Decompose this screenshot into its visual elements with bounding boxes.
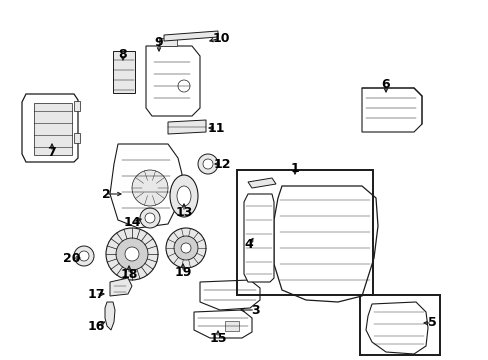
Circle shape [106, 228, 158, 280]
Text: 13: 13 [175, 206, 192, 219]
Polygon shape [247, 178, 275, 188]
Text: 8: 8 [119, 48, 127, 60]
Text: 3: 3 [250, 303, 259, 316]
Text: 15: 15 [209, 332, 226, 345]
Polygon shape [200, 280, 260, 310]
Circle shape [181, 243, 191, 253]
Polygon shape [110, 144, 182, 228]
Text: 16: 16 [87, 320, 104, 333]
Circle shape [132, 170, 168, 206]
Text: 1: 1 [290, 162, 299, 175]
Text: 7: 7 [47, 145, 56, 158]
Circle shape [165, 228, 205, 268]
Text: 10: 10 [212, 31, 229, 45]
Circle shape [198, 154, 218, 174]
Bar [237, 170, 372, 295]
Polygon shape [110, 278, 132, 296]
Polygon shape [146, 46, 200, 116]
Polygon shape [163, 31, 218, 41]
Polygon shape [22, 94, 78, 162]
Circle shape [125, 247, 139, 261]
Text: 19: 19 [174, 266, 191, 279]
Text: 9: 9 [154, 36, 163, 49]
Ellipse shape [177, 186, 191, 206]
Polygon shape [361, 88, 421, 132]
Polygon shape [365, 302, 427, 354]
Text: 11: 11 [207, 122, 224, 135]
Circle shape [74, 246, 94, 266]
Bar [113, 51, 135, 93]
Circle shape [79, 251, 89, 261]
Text: 5: 5 [427, 316, 435, 329]
Text: 17: 17 [87, 288, 104, 301]
Bar [74, 133, 80, 143]
Bar [34, 103, 72, 155]
Circle shape [174, 236, 198, 260]
Text: 6: 6 [381, 77, 389, 90]
Bar [159, 38, 177, 46]
Bar [359, 295, 439, 355]
Text: 14: 14 [123, 216, 141, 229]
Polygon shape [168, 120, 205, 134]
Circle shape [116, 238, 148, 270]
Circle shape [145, 213, 155, 223]
Text: 12: 12 [213, 158, 230, 171]
Circle shape [140, 208, 160, 228]
Text: 2: 2 [102, 188, 110, 201]
Ellipse shape [170, 175, 198, 217]
Text: 4: 4 [244, 238, 253, 252]
Polygon shape [273, 186, 377, 302]
Polygon shape [244, 194, 273, 282]
Bar [74, 101, 80, 111]
Circle shape [178, 80, 190, 92]
Polygon shape [105, 302, 115, 330]
Circle shape [203, 159, 213, 169]
Text: 20: 20 [63, 252, 81, 265]
Bar [224, 321, 239, 331]
Polygon shape [194, 310, 251, 338]
Text: 18: 18 [120, 267, 138, 280]
